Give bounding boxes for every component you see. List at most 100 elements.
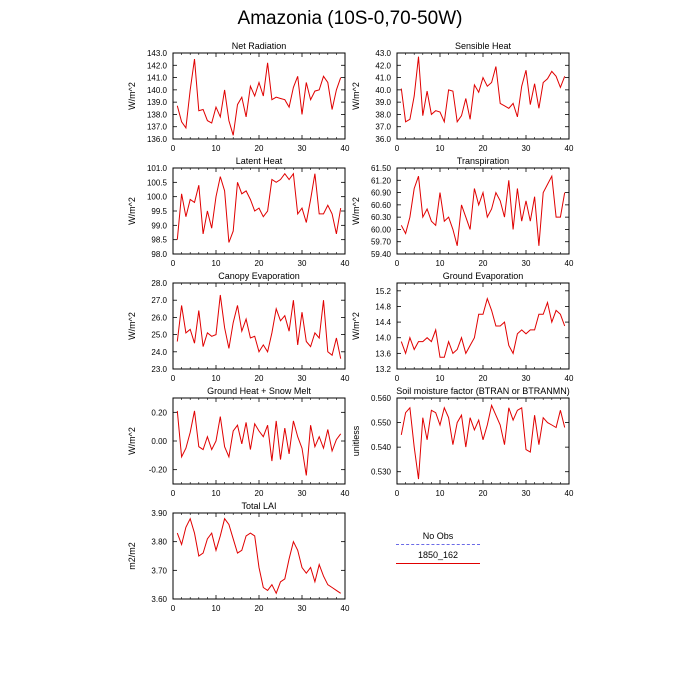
x-tick-label: 10 — [212, 374, 221, 383]
y-axis-label: W/m^2 — [127, 82, 137, 110]
x-tick-label: 20 — [255, 489, 264, 498]
y-tick-label: 3.80 — [151, 538, 167, 547]
plot-frame — [396, 397, 570, 485]
legend-swatch-1850-162 — [396, 563, 480, 564]
x-tick-label: 20 — [255, 604, 264, 613]
y-tick-label: 41.0 — [375, 74, 391, 83]
series-line — [400, 56, 566, 124]
y-tick-label: 139.0 — [147, 98, 168, 107]
chart-7: Ground Heat + Snow Melt W/m^2 0 10 20 30 40 -0.… — [127, 386, 350, 498]
x-tick-label: 30 — [298, 374, 307, 383]
x-tick-label: 40 — [565, 374, 574, 383]
x-tick-label: 40 — [565, 489, 574, 498]
legend-label-no-obs: No Obs — [422, 531, 454, 541]
x-tick-label: 10 — [212, 144, 221, 153]
chart-6: Ground Evaporation W/m^2 0 10 20 30 40 13.2 13.6… — [351, 271, 574, 383]
legend-label-1850-162: 1850_162 — [417, 550, 459, 560]
x-tick-label: 20 — [479, 374, 488, 383]
x-tick-label: 20 — [479, 489, 488, 498]
legend-swatch-no-obs — [396, 544, 480, 545]
x-tick-label: 10 — [212, 489, 221, 498]
x-tick-label: 30 — [298, 604, 307, 613]
plot-frame — [172, 52, 346, 140]
y-tick-label: 0.00 — [151, 437, 167, 446]
chart-title: Total LAI — [241, 501, 276, 511]
chart-4: Transpiration W/m^2 0 10 20 30 40 59.40 59.70 60.… — [351, 156, 574, 268]
page-title: Amazonia (10S-0,70-50W) — [237, 8, 463, 29]
y-axis-label: W/m^2 — [127, 427, 137, 455]
y-axis-label: W/m^2 — [351, 197, 361, 225]
x-tick-label: 10 — [436, 259, 445, 268]
x-tick-label: 0 — [171, 144, 176, 153]
y-tick-label: 100.0 — [147, 193, 168, 202]
y-axis-label: m2/m2 — [127, 542, 137, 570]
y-tick-label: 60.00 — [371, 225, 392, 234]
chart-9: Total LAI m2/m2 0 10 20 30 40 3.60 3.70 3.80 3.90 — [127, 501, 350, 613]
y-tick-label: 60.60 — [371, 201, 392, 210]
y-tick-label: 98.5 — [151, 236, 167, 245]
y-tick-label: 141.0 — [147, 74, 168, 83]
series-line — [400, 296, 566, 358]
y-tick-label: 61.50 — [371, 164, 392, 173]
y-tick-label: 27.0 — [151, 296, 167, 305]
y-tick-label: 36.0 — [375, 135, 391, 144]
chart-title: Latent Heat — [236, 156, 283, 166]
plot-frame — [396, 52, 570, 140]
y-tick-label: 40.0 — [375, 86, 391, 95]
y-tick-label: 39.0 — [375, 98, 391, 107]
y-tick-label: 3.70 — [151, 566, 167, 575]
y-tick-label: 137.0 — [147, 123, 168, 132]
series-line — [400, 174, 566, 246]
y-tick-label: 14.4 — [375, 318, 391, 327]
x-tick-label: 0 — [395, 144, 400, 153]
x-tick-label: 40 — [565, 144, 574, 153]
y-tick-label: 136.0 — [147, 135, 168, 144]
y-tick-label: 60.30 — [371, 213, 392, 222]
x-tick-label: 30 — [522, 489, 531, 498]
y-tick-label: 0.540 — [371, 443, 392, 452]
y-tick-label: 138.0 — [147, 110, 168, 119]
plot-frame — [172, 282, 346, 370]
chart-5: Canopy Evaporation W/m^2 0 10 20 30 40 23.0 24.0… — [127, 271, 350, 383]
y-tick-label: 15.2 — [375, 287, 391, 296]
series-line — [176, 517, 341, 595]
x-tick-label: 10 — [212, 604, 221, 613]
x-tick-label: 20 — [255, 374, 264, 383]
x-tick-label: 20 — [255, 259, 264, 268]
x-tick-label: 20 — [479, 144, 488, 153]
y-tick-label: -0.20 — [149, 466, 168, 475]
x-tick-label: 0 — [395, 489, 400, 498]
x-tick-label: 0 — [171, 259, 176, 268]
series-line — [176, 172, 342, 243]
x-tick-label: 0 — [395, 259, 400, 268]
x-tick-label: 10 — [212, 259, 221, 268]
y-tick-label: 0.20 — [151, 408, 167, 417]
y-tick-label: 0.530 — [371, 468, 392, 477]
y-tick-label: 0.560 — [371, 394, 392, 403]
y-tick-label: 3.90 — [151, 509, 167, 518]
chart-8: Soil moisture factor (BTRAN or BTRANMN) u… — [351, 386, 574, 498]
y-tick-label: 59.40 — [371, 250, 392, 259]
x-tick-label: 40 — [341, 489, 350, 498]
y-tick-label: 98.0 — [151, 250, 167, 259]
chart-1: Net Radiation W/m^2 0 10 20 30 40 136.0 137.0 138… — [127, 41, 350, 153]
y-tick-label: 101.0 — [147, 164, 168, 173]
y-tick-label: 99.5 — [151, 207, 167, 216]
y-tick-label: 24.0 — [151, 348, 167, 357]
x-tick-label: 30 — [298, 489, 307, 498]
plot-frame — [172, 397, 346, 485]
y-tick-label: 42.0 — [375, 61, 391, 70]
x-tick-label: 0 — [171, 604, 176, 613]
series-line — [176, 410, 342, 476]
y-axis-label: unitless — [351, 425, 361, 456]
y-tick-label: 14.8 — [375, 302, 391, 311]
x-tick-label: 10 — [436, 144, 445, 153]
x-tick-label: 40 — [565, 259, 574, 268]
legend: No Obs 1850_162 — [396, 530, 480, 564]
y-tick-label: 23.0 — [151, 365, 167, 374]
y-axis-label: W/m^2 — [351, 312, 361, 340]
chart-title: Soil moisture factor (BTRAN or BTRANMN) — [396, 386, 570, 396]
series-line — [176, 294, 342, 359]
y-tick-label: 140.0 — [147, 86, 168, 95]
x-tick-label: 30 — [522, 144, 531, 153]
